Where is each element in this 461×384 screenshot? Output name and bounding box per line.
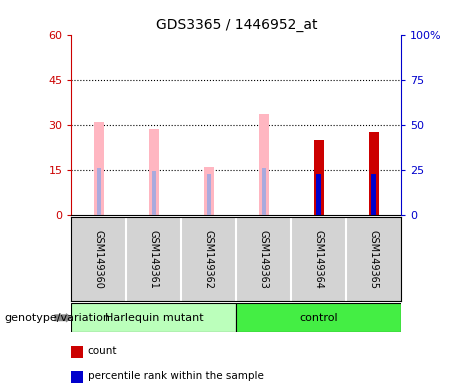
- Text: percentile rank within the sample: percentile rank within the sample: [88, 371, 264, 381]
- Bar: [94, 122, 104, 215]
- Bar: [314, 140, 324, 215]
- Bar: [372, 174, 376, 215]
- Text: GSM149361: GSM149361: [149, 230, 159, 289]
- Text: genotype/variation: genotype/variation: [5, 313, 111, 323]
- Bar: [149, 129, 159, 215]
- Bar: [152, 171, 156, 215]
- Text: GSM149364: GSM149364: [313, 230, 324, 289]
- Text: Harlequin mutant: Harlequin mutant: [105, 313, 203, 323]
- Bar: [316, 174, 321, 215]
- Text: GSM149362: GSM149362: [204, 230, 214, 289]
- Bar: [369, 132, 378, 215]
- Bar: [207, 174, 211, 215]
- Text: GSM149363: GSM149363: [259, 230, 269, 289]
- Title: GDS3365 / 1446952_at: GDS3365 / 1446952_at: [155, 18, 317, 32]
- Text: count: count: [88, 346, 117, 356]
- Bar: [259, 114, 269, 215]
- Bar: [236, 303, 401, 332]
- Bar: [261, 169, 266, 215]
- Text: GSM149360: GSM149360: [94, 230, 104, 289]
- Text: GSM149365: GSM149365: [369, 230, 378, 289]
- Text: control: control: [299, 313, 338, 323]
- Bar: [71, 303, 236, 332]
- Bar: [97, 169, 101, 215]
- Bar: [204, 167, 214, 215]
